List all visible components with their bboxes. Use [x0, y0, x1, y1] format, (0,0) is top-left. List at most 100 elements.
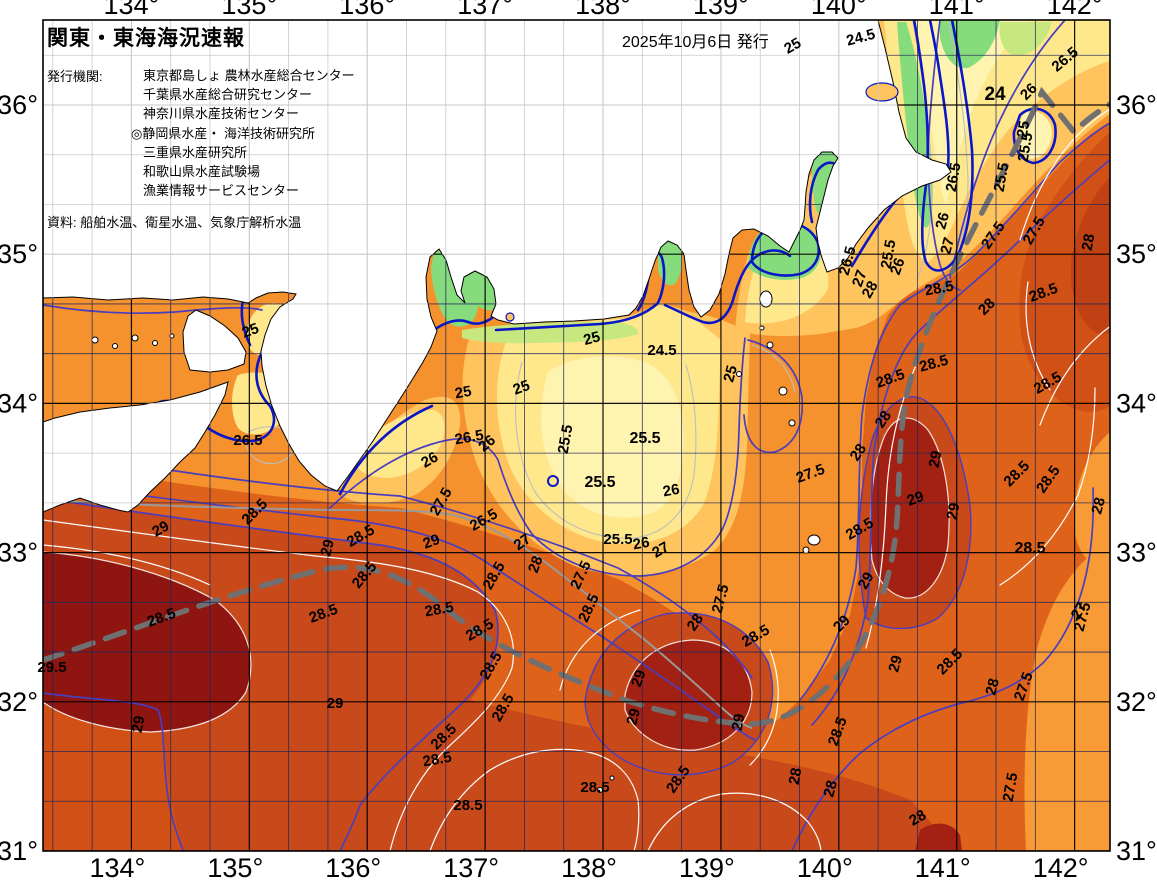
eddy-center-marker	[547, 475, 559, 487]
isotherm-label: 25.5	[991, 161, 1013, 193]
isotherm-label: 28	[847, 441, 870, 464]
isotherm-label: 25.5	[584, 474, 615, 491]
isotherm-label: 27	[937, 236, 958, 257]
isotherm-label: 28.5	[423, 599, 455, 621]
lat-label-left: 35°	[0, 239, 38, 269]
lon-label-top: 137°	[457, 0, 513, 20]
isotherm-label: 28.5	[453, 797, 482, 814]
isotherm-label: 28.5	[923, 278, 955, 300]
lon-label-top: 134°	[103, 0, 159, 20]
lon-label-bottom: 135°	[207, 853, 263, 882]
lon-label-top: 135°	[221, 0, 277, 20]
isotherm-label: 27.5	[709, 583, 733, 616]
isotherm-label: 29	[317, 538, 338, 559]
isotherm-label: 25	[1014, 120, 1034, 139]
isotherm-label: 27.5	[1000, 771, 1022, 803]
lat-label-right: 32°	[1116, 687, 1157, 717]
isotherm-label: 26.5	[233, 432, 262, 449]
lat-label-right: 33°	[1116, 538, 1157, 568]
graticule-land	[43, 20, 1110, 852]
isotherm-label: 28.5	[580, 779, 609, 796]
isotherm-label: 27	[649, 539, 672, 562]
sea-band-25p5-central-core	[541, 356, 684, 518]
thermal-front-line	[43, 499, 753, 729]
lake-kasumigaura	[865, 82, 899, 102]
lon-label-bottom: 142°	[1033, 853, 1089, 882]
isotherm-label: 29	[855, 569, 878, 592]
isotherm-label: 28	[820, 779, 841, 800]
isotherm-label: 25	[781, 35, 804, 58]
isotherm-label: 25	[720, 364, 741, 385]
sea-core-29-northeast	[1070, 177, 1110, 335]
isotherm-label: 29	[905, 488, 926, 510]
sea-band-corner-28p5	[43, 695, 183, 851]
sea-band-24p5-enshu	[462, 321, 639, 344]
sea-band-southeast-corner-27p5	[1024, 541, 1110, 851]
lat-label-left: 32°	[0, 687, 38, 717]
lon-label-top: 138°	[575, 0, 631, 20]
isotherm-label: 29	[885, 654, 906, 675]
isotherm-label: 25.5	[629, 430, 660, 447]
lon-label-top: 142°	[1047, 0, 1103, 20]
isotherm-label: 29	[421, 531, 442, 553]
isotherm-label: 25	[582, 328, 603, 349]
publisher-item: 千葉県水産総合研究センター	[143, 87, 313, 103]
isotherm-label: 25.5	[1015, 131, 1037, 163]
publisher-label: 発行機関:	[47, 69, 103, 84]
isotherm-label: 26	[662, 481, 681, 501]
sea-band-24p5-ne	[999, 22, 1052, 56]
isotherm-label: 24.5	[647, 342, 676, 359]
sea-patch-28p5-northeast	[1019, 131, 1110, 413]
lon-label-bottom: 139°	[679, 853, 735, 882]
lon-label-bottom: 138°	[561, 853, 617, 882]
isotherm-label: 29	[729, 713, 749, 732]
sea-band-25p5-northeast	[893, 20, 1030, 205]
isotherm-label: 25	[240, 320, 261, 342]
isotherm-label: 29	[129, 715, 149, 734]
lon-label-bottom: 137°	[443, 853, 499, 882]
isotherm-label: 28	[982, 677, 1003, 698]
isotherm-label: 28	[684, 611, 707, 634]
isotherm-label: 28	[906, 807, 929, 830]
isotherm-label: 26.5	[943, 161, 965, 193]
isotherm-label: 28.5	[1014, 540, 1045, 557]
issue-date: 2025年10月6日 発行	[622, 34, 769, 51]
publisher-list: 東京都島しょ 農林水産総合センター 千葉県水産総合研究センター 神奈川県水産技術セン…	[131, 66, 355, 200]
isotherm-label: 28	[786, 767, 806, 786]
sea-band-25-kii-mouth	[352, 409, 445, 478]
lon-label-bottom: 134°	[89, 853, 145, 882]
sea-patch-east-27p5	[1073, 431, 1110, 564]
isotherm-label: 24	[984, 84, 1006, 105]
isotherm-label: 29	[926, 450, 946, 469]
data-source-note: 資料: 船舶水温、衛星水温、気象庁解析水温	[47, 215, 302, 231]
isotherm-label: 28	[1079, 233, 1099, 252]
isotherm-label: 26.5	[453, 427, 485, 449]
lon-label-top: 139°	[693, 0, 749, 20]
isotherm-label: 26	[418, 449, 441, 472]
isotherm-label: 28.5	[421, 749, 453, 771]
publisher-block: 発行機関: 東京都島しょ 農林水産総合センター 千葉県水産総合研究センター 神奈川県…	[47, 66, 355, 200]
kuroshio-axis-dashed-line	[43, 86, 1110, 727]
isotherm-label: 29	[327, 695, 344, 712]
isotherm-value-labels: 25.525.525.5252524.52526.5262626.5252526…	[37, 26, 1109, 830]
lat-label-right: 31°	[1116, 836, 1157, 866]
lat-label-left: 36°	[0, 90, 38, 120]
isotherm-label: 26.5	[836, 245, 860, 278]
lat-label-left: 33°	[0, 538, 38, 568]
sea-speck-dark-bottom	[915, 823, 962, 851]
isotherm-label: 26	[632, 534, 651, 554]
isotherm-label: 24.5	[845, 26, 878, 50]
sea-core-29p5	[43, 551, 252, 733]
lon-label-top: 140°	[811, 0, 867, 20]
isotherm-label: 25.5	[555, 423, 577, 455]
map-frame	[42, 19, 1111, 852]
isotherm-label: 29	[149, 518, 172, 541]
isotherm-contours	[43, 20, 1110, 851]
isotherm-label: 28.5	[918, 352, 951, 376]
isotherm-label: 29	[944, 502, 964, 521]
lon-label-top: 141°	[929, 0, 985, 20]
isotherm-label: 25.5	[878, 238, 900, 270]
lake-hamana	[505, 312, 515, 322]
